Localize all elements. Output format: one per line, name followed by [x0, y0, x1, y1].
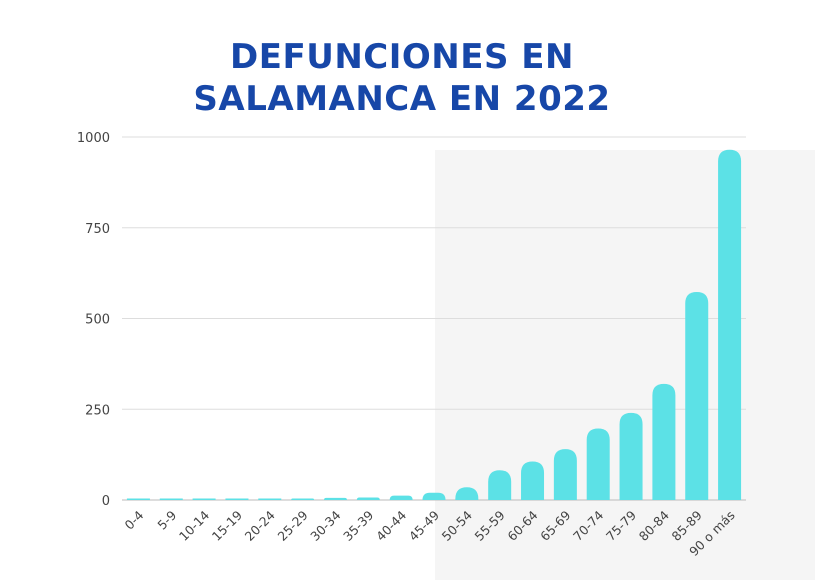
bar-65-69: [553, 449, 577, 500]
bar-75-79: [619, 412, 643, 500]
bar-55-59: [488, 470, 512, 500]
plot-shade: [435, 150, 815, 580]
x-tick-label: 20-24: [242, 507, 278, 543]
bar-5-9: [159, 498, 183, 500]
bar-40-44: [389, 495, 413, 500]
x-tick-label: 25-29: [274, 507, 310, 543]
bar-10-14: [192, 498, 216, 500]
x-tick-label: 10-14: [176, 507, 212, 543]
x-tick-label: 0-4: [121, 507, 146, 532]
x-tick-label: 30-34: [307, 507, 343, 543]
y-tick-label: 0: [102, 494, 110, 509]
y-axis-ticks: 0 250 500 750 1000: [77, 131, 110, 509]
bar-60-64: [521, 461, 545, 500]
bar-50-54: [455, 487, 479, 500]
x-tick-label: 15-19: [209, 507, 245, 543]
chart-title: DEFUNCIONES EN SALAMANCA EN 2022: [0, 36, 804, 120]
bar-85-89: [685, 292, 709, 500]
bar-45-49: [422, 492, 446, 500]
y-tick-label: 250: [85, 403, 110, 418]
y-tick-label: 1000: [77, 131, 110, 146]
bar-80-84: [652, 383, 676, 500]
bar-25-29: [291, 498, 315, 500]
y-tick-label: 750: [85, 222, 110, 237]
chart-title-line-2: SALAMANCA EN 2022: [193, 79, 611, 119]
x-tick-label: 35-39: [340, 507, 376, 543]
x-tick-label: 5-9: [154, 507, 179, 532]
bar-30-34: [323, 497, 347, 500]
bar-0-4: [126, 498, 150, 500]
bars: [126, 149, 742, 500]
bar-20-24: [258, 498, 282, 500]
chart-title-line-1: DEFUNCIONES EN: [230, 37, 574, 77]
bar-90-o-más: [718, 149, 742, 500]
bar-15-19: [225, 498, 249, 500]
x-tick-label: 40-44: [373, 507, 409, 543]
bar-70-74: [586, 428, 610, 500]
y-tick-label: 500: [85, 313, 110, 328]
bar-35-39: [356, 497, 380, 500]
